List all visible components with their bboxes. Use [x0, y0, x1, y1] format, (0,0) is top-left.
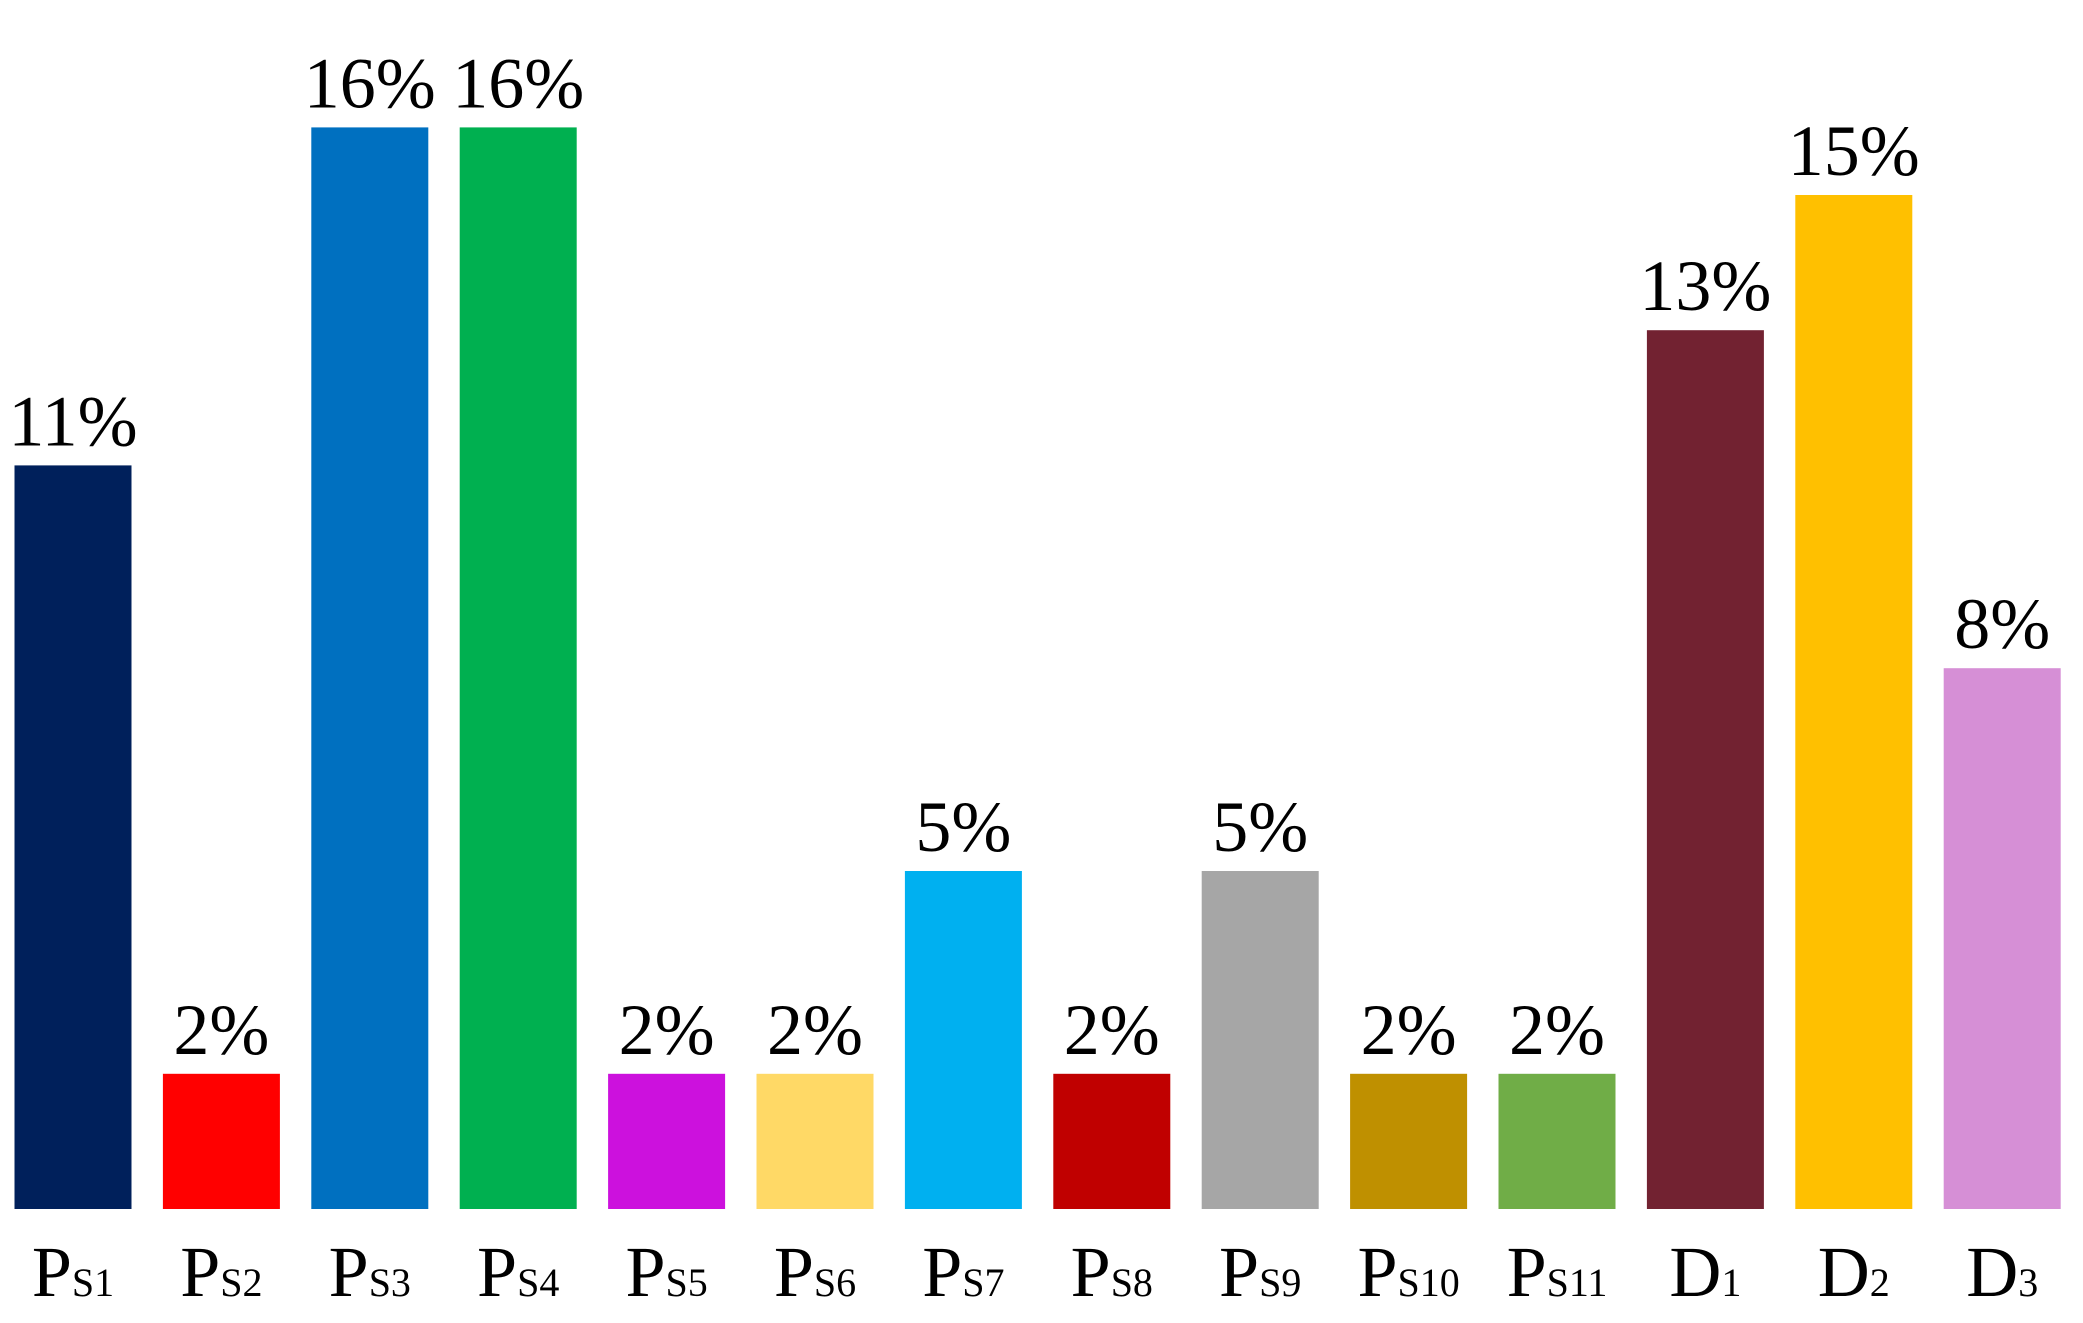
bar-9 [1201, 871, 1319, 1209]
value-label-7: 5% [915, 787, 1011, 867]
value-label-5: 2% [619, 990, 715, 1070]
category-label-6: PS6 [774, 1232, 856, 1312]
value-label-4: 16% [452, 43, 584, 123]
bar-13 [1795, 195, 1913, 1209]
value-label-6: 2% [767, 990, 863, 1070]
category-label-11: PS11 [1507, 1232, 1608, 1312]
value-label-9: 5% [1212, 787, 1308, 867]
category-label-1: PS1 [32, 1232, 114, 1312]
bar-7 [904, 871, 1022, 1209]
value-label-10: 2% [1361, 990, 1457, 1070]
value-label-2: 2% [173, 990, 269, 1070]
value-label-14: 8% [1954, 584, 2050, 664]
bar-4 [459, 127, 577, 1209]
bars-group [14, 127, 2061, 1209]
bar-14 [1943, 668, 2061, 1209]
category-label-9: PS9 [1219, 1232, 1301, 1312]
category-label-8: PS8 [1071, 1232, 1153, 1312]
value-label-3: 16% [304, 43, 436, 123]
value-label-12: 13% [1639, 246, 1771, 326]
category-label-7: PS7 [922, 1232, 1004, 1312]
category-label-12: D1 [1669, 1232, 1741, 1312]
bar-12 [1646, 330, 1764, 1209]
category-label-4: PS4 [477, 1232, 559, 1312]
value-labels-group: 11% 2% 16% 16% 2% 2% 5% 2% 5% 2% 2% 13%15% 8% [8, 43, 2050, 1069]
value-label-1: 11% [8, 381, 137, 461]
value-label-11: 2% [1509, 990, 1605, 1070]
value-label-13: 15% [1788, 111, 1920, 191]
category-label-2: PS2 [180, 1232, 262, 1312]
bar-8 [1053, 1073, 1171, 1209]
bar-5 [608, 1073, 726, 1209]
category-label-14: D3 [1966, 1232, 2038, 1312]
bar-1 [14, 465, 132, 1209]
bar-3 [311, 127, 429, 1209]
category-label-3: PS3 [329, 1232, 411, 1312]
bar-6 [756, 1073, 874, 1209]
category-label-13: D2 [1818, 1232, 1890, 1312]
bar-2 [162, 1073, 280, 1209]
bar-10 [1350, 1073, 1468, 1209]
bar-11 [1498, 1073, 1616, 1209]
category-labels-group: PS1 PS2 PS3 PS4 PS5 PS6 PS7 PS8 PS9 PS10 PS11 D1 D2 D… [32, 1232, 2038, 1312]
category-label-10: PS10 [1357, 1232, 1459, 1312]
category-label-5: PS5 [625, 1232, 707, 1312]
value-label-8: 2% [1064, 990, 1160, 1070]
